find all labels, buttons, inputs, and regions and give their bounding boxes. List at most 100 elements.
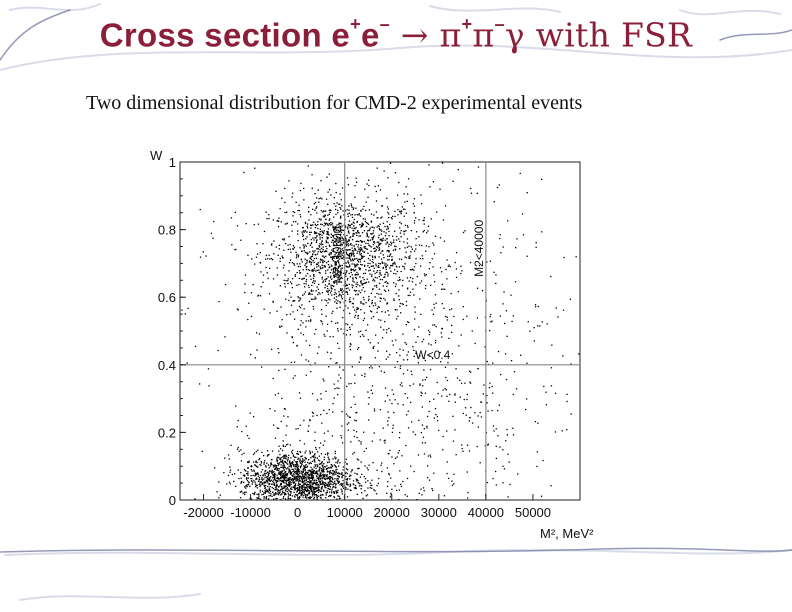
data-point [327,471,329,473]
data-point [399,305,401,307]
data-point [316,414,318,417]
data-point [369,310,372,312]
data-point [307,223,309,225]
data-point [465,414,467,416]
data-point [295,463,297,466]
data-point [288,465,290,468]
data-point [318,484,320,487]
data-point [326,412,328,415]
data-point [376,484,378,487]
data-point [332,485,335,488]
data-point [353,252,355,255]
data-point [511,320,513,323]
data-point [405,257,408,259]
data-point [449,266,451,268]
data-point [265,465,267,467]
data-point [320,259,322,261]
data-point [402,349,404,351]
data-point [409,291,412,293]
data-point [314,488,316,491]
data-point [315,484,317,486]
data-point [283,482,285,484]
data-point [284,223,286,225]
data-point [375,334,377,336]
data-point [271,348,273,350]
data-point [346,463,348,465]
data-point [369,262,371,265]
data-point [372,262,374,264]
data-point [277,392,280,395]
data-point [370,220,373,222]
data-point [442,288,444,290]
data-point [307,484,310,486]
data-point [367,196,369,198]
data-point [278,478,280,480]
data-point [356,473,358,475]
data-point [261,490,264,492]
data-point [245,223,247,225]
data-point [255,477,258,479]
data-point [381,250,383,252]
data-point [303,486,306,488]
data-point [256,497,258,499]
data-point [401,303,403,305]
data-point [335,227,337,229]
data-point [276,460,278,462]
data-point [266,476,269,478]
data-point [355,276,357,278]
data-point [255,474,257,476]
data-point [184,313,186,315]
data-point [424,442,426,444]
data-point [295,476,297,478]
data-point [243,171,245,174]
data-point [455,454,457,456]
data-point [424,379,426,381]
data-point [404,247,406,249]
data-point [347,261,349,264]
data-point [337,465,340,467]
data-point [515,388,518,390]
data-point [335,362,337,364]
data-point [335,242,338,244]
data-point [326,236,328,238]
data-point [448,264,450,266]
data-point [250,498,253,500]
data-point [270,463,272,465]
data-point [290,251,292,253]
data-point [333,496,336,499]
data-point [402,373,405,375]
data-point [387,275,389,277]
data-point [291,286,293,289]
data-point [329,209,331,211]
data-point [486,402,488,404]
data-point [260,464,262,467]
data-point [371,367,373,369]
data-point [451,308,453,310]
data-point [306,478,308,480]
data-point [406,321,409,323]
data-point [326,468,328,470]
data-point [364,478,367,480]
data-point [271,459,273,461]
data-point [260,471,262,473]
data-point [334,240,336,243]
data-point [335,263,337,265]
data-point [505,310,507,312]
data-point [354,264,356,266]
data-point [331,288,333,290]
data-point [376,226,378,228]
data-point [312,491,314,494]
data-point [380,229,382,231]
data-point [290,462,292,464]
data-point [258,494,260,496]
data-point [290,465,292,467]
data-point [426,427,428,429]
data-point [396,456,398,458]
data-point [412,346,414,348]
data-point [335,466,337,468]
data-point [301,484,303,487]
data-point [309,462,311,464]
data-point [426,232,428,234]
data-point [329,299,331,301]
data-point [187,307,189,309]
